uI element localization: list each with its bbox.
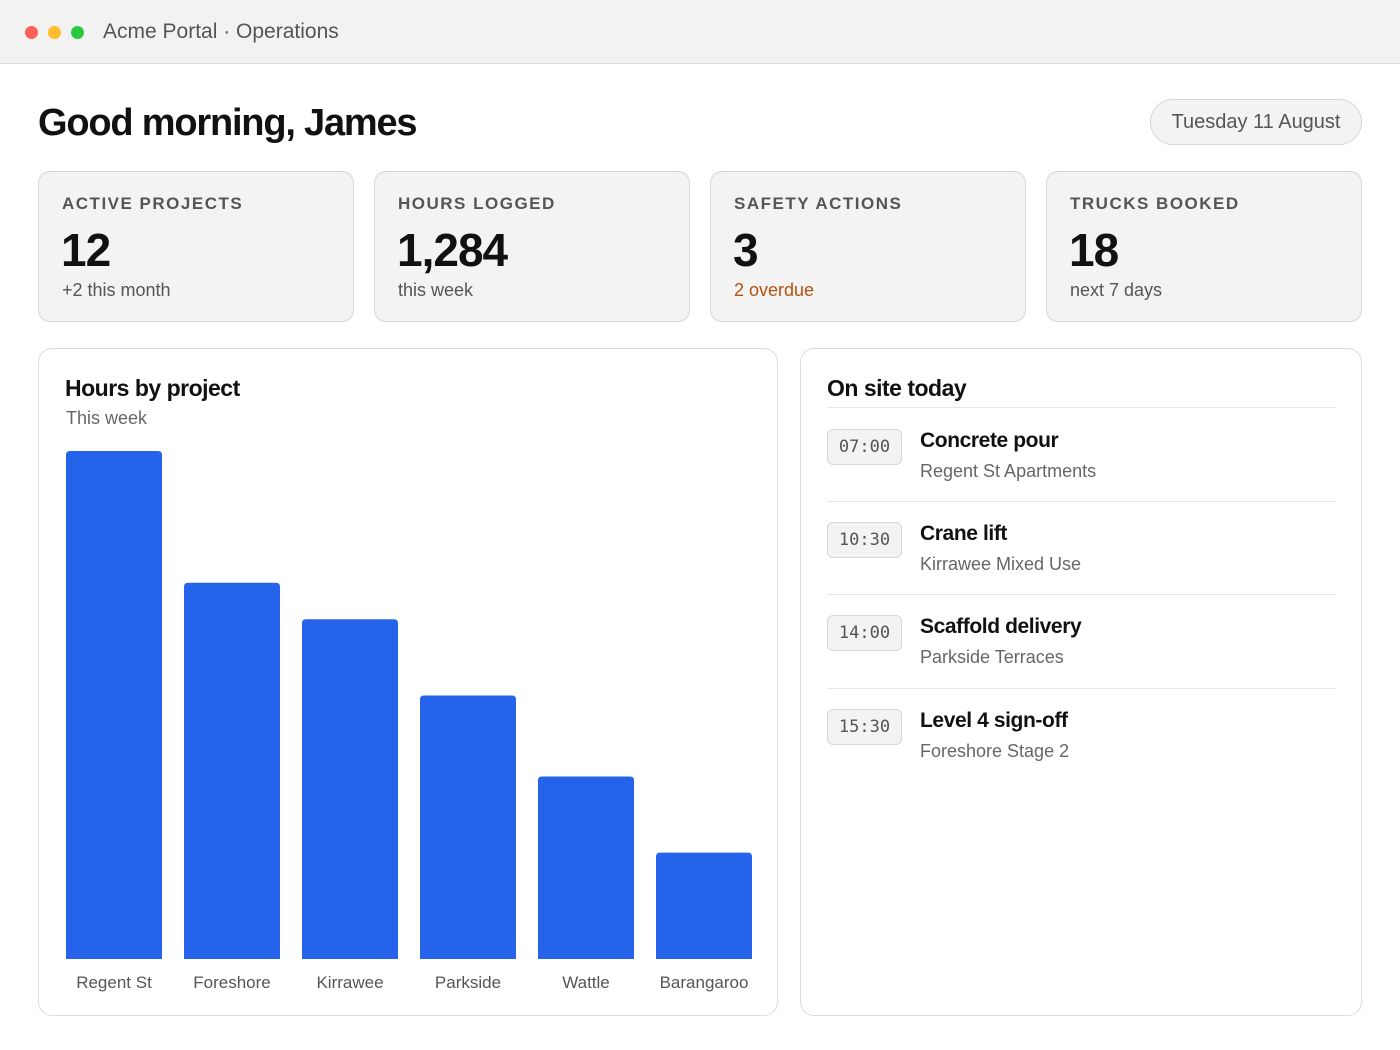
time-badge: 15:30 (827, 709, 902, 745)
stat-value: 18 (1069, 224, 1119, 276)
stat-label: TRUCKS BOOKED (1070, 194, 1240, 213)
stat-value: 12 (61, 224, 111, 276)
window-title: Acme Portal · Operations (103, 20, 339, 43)
event-location: Foreshore Stage 2 (920, 741, 1070, 761)
stat-label: HOURS LOGGED (398, 194, 556, 213)
event-location: Regent St Apartments (920, 461, 1097, 481)
divider (827, 594, 1336, 595)
bar-parkside[interactable] (420, 695, 516, 959)
hours-by-project-panel: Regent St Foreshore Kirrawee Parkside Wattle… (38, 348, 778, 1016)
x-tick-label: Kirrawee (316, 973, 383, 992)
time-badge: 07:00 (827, 429, 902, 465)
bar-regent-st[interactable] (66, 451, 162, 959)
schedule-item[interactable]: 15:30 Level 4 sign-off Foreshore Stage 2 (827, 709, 1336, 789)
event-location: Kirrawee Mixed Use (920, 554, 1082, 574)
bar-foreshore[interactable] (184, 582, 280, 959)
event-location: Parkside Terraces (920, 647, 1064, 667)
stat-sub: this week (398, 280, 474, 300)
schedule-item[interactable]: 10:30 Crane lift Kirrawee Mixed Use (827, 522, 1336, 602)
divider (827, 407, 1336, 408)
stat-card-trucks-booked[interactable]: TRUCKS BOOKED 18 next 7 days (1046, 171, 1362, 322)
x-tick-label: Regent St (76, 973, 152, 992)
stat-sub: next 7 days (1070, 280, 1163, 300)
schedule-item[interactable]: 14:00 Scaffold delivery Parkside Terrace… (827, 615, 1336, 695)
stat-value: 3 (733, 224, 759, 276)
event-title: Level 4 sign-off (920, 709, 1068, 732)
x-tick-label: Barangaroo (660, 973, 749, 992)
schedule-item[interactable]: 07:00 Concrete pour Regent St Apartments (827, 429, 1336, 509)
event-title: Crane lift (920, 522, 1008, 545)
window-titlebar: Acme Portal · Operations (0, 0, 1400, 64)
stat-label: ACTIVE PROJECTS (62, 194, 244, 213)
close-window-button[interactable] (25, 26, 38, 39)
time-badge: 14:00 (827, 615, 902, 651)
maximize-window-button[interactable] (71, 26, 84, 39)
on-site-today-panel: On site today 07:00 Concrete pour Regent… (800, 348, 1362, 1016)
stat-card-hours-logged[interactable]: HOURS LOGGED 1,284 this week (374, 171, 690, 322)
panel-title: On site today (827, 375, 967, 401)
stat-sub: +2 this month (62, 280, 171, 300)
hours-bar-chart: Regent St Foreshore Kirrawee Parkside Wattle… (66, 451, 752, 992)
stat-label: SAFETY ACTIONS (734, 194, 903, 213)
bar-kirrawee[interactable] (302, 619, 398, 959)
bar-wattle[interactable] (538, 776, 634, 959)
divider (827, 501, 1336, 502)
panel-title: Hours by project (65, 375, 240, 401)
minimize-window-button[interactable] (48, 26, 61, 39)
x-tick-label: Parkside (435, 973, 501, 992)
event-title: Scaffold delivery (920, 615, 1082, 638)
stat-sub-overdue: 2 overdue (734, 280, 815, 300)
event-title: Concrete pour (920, 429, 1059, 452)
x-tick-label: Foreshore (193, 973, 270, 992)
x-tick-label: Wattle (562, 973, 610, 992)
panel-subtitle: This week (66, 408, 148, 428)
stat-card-safety-actions[interactable]: SAFETY ACTIONS 3 2 overdue (710, 171, 1026, 322)
bar-barangaroo[interactable] (656, 852, 752, 959)
time-badge: 10:30 (827, 522, 902, 558)
date-badge: Tuesday 11 August (1150, 99, 1362, 145)
page-title: Good morning, James (38, 102, 418, 144)
stat-card-active-projects[interactable]: ACTIVE PROJECTS 12 +2 this month (38, 171, 354, 322)
stat-value: 1,284 (397, 224, 508, 276)
divider (827, 688, 1336, 689)
